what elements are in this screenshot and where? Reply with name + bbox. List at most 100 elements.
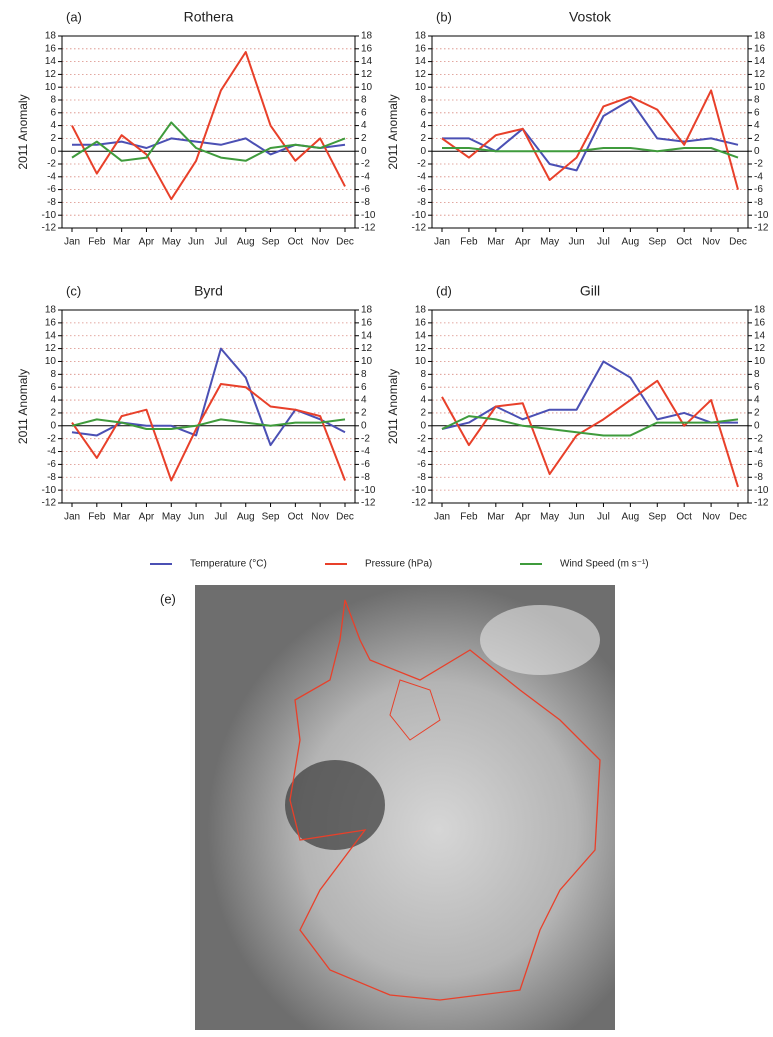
y-tick-label: 14 [45, 330, 57, 341]
x-tick-label: Jun [568, 512, 584, 523]
y2-tick-label: -12 [754, 498, 769, 509]
image-label: (e) [160, 591, 176, 606]
y2-tick-label: -8 [361, 197, 370, 208]
x-tick-label: May [540, 237, 559, 248]
x-tick-label: Jul [597, 512, 610, 523]
y2-tick-label: 6 [754, 107, 760, 118]
y2-tick-label: 6 [754, 382, 760, 393]
series-line [71, 121, 346, 162]
x-tick-label: Oct [676, 237, 692, 248]
y-tick-label: -2 [47, 159, 56, 170]
y-tick-label: -2 [417, 159, 426, 170]
y-tick-label: 16 [415, 43, 427, 54]
y2-tick-label: 4 [754, 395, 760, 406]
y2-tick-label: 8 [754, 95, 760, 106]
x-tick-label: Mar [487, 237, 505, 248]
panel-label: (d) [436, 283, 452, 298]
series-line [441, 379, 739, 488]
y-tick-label: 2 [50, 408, 56, 419]
satellite-image [195, 585, 615, 1030]
y2-tick-label: 0 [754, 420, 760, 431]
y-tick-label: -8 [47, 472, 56, 483]
y2-tick-label: 14 [361, 330, 373, 341]
y-tick-label: -8 [417, 472, 426, 483]
line-chart: (c) Byrd 2011 Anomaly -12 -12 -10 -10 -8 -8 -6 -6 -… [16, 283, 376, 523]
y-tick-label: 10 [415, 356, 427, 367]
series-line [441, 360, 738, 430]
y-tick-label: 18 [415, 31, 427, 42]
x-tick-label: Nov [702, 512, 720, 523]
y-tick-label: 4 [50, 120, 56, 131]
y2-tick-label: -10 [361, 210, 376, 221]
x-tick-label: Sep [648, 512, 666, 523]
panel-label: (a) [66, 9, 82, 24]
series-line [441, 89, 739, 190]
y-tick-label: 18 [45, 305, 57, 316]
y2-tick-label: 14 [754, 330, 766, 341]
y2-tick-label: 12 [361, 69, 373, 80]
y2-tick-label: 16 [361, 318, 373, 329]
y2-tick-label: 2 [361, 133, 367, 144]
y-tick-label: 2 [420, 133, 426, 144]
x-tick-label: Oct [288, 237, 304, 248]
x-tick-label: Sep [262, 512, 280, 523]
y2-tick-label: -4 [361, 171, 370, 182]
x-tick-label: Jul [215, 512, 228, 523]
y-tick-label: 8 [50, 369, 56, 380]
y2-tick-label: 18 [754, 305, 766, 316]
series-line [71, 418, 346, 431]
y2-tick-label: 4 [361, 120, 367, 131]
y2-tick-label: -2 [361, 433, 370, 444]
chart-title: Rothera [184, 9, 234, 25]
x-tick-label: Jul [597, 237, 610, 248]
y-tick-label: -12 [42, 223, 57, 234]
y2-tick-label: 16 [754, 318, 766, 329]
y-tick-label: -12 [42, 498, 57, 509]
x-tick-label: Jan [434, 237, 450, 248]
y-tick-label: -2 [417, 433, 426, 444]
y-tick-label: 16 [45, 318, 57, 329]
y-tick-label: 14 [415, 56, 427, 67]
plot-frame [61, 35, 356, 229]
x-tick-label: Dec [729, 512, 747, 523]
series-line [71, 382, 346, 482]
y-tick-label: -10 [42, 485, 57, 496]
y-tick-label: -8 [417, 197, 426, 208]
y2-tick-label: -8 [754, 197, 763, 208]
x-tick-label: Dec [336, 237, 354, 248]
y2-tick-label: -4 [361, 446, 370, 457]
y-tick-label: -8 [47, 197, 56, 208]
x-tick-label: Feb [460, 512, 478, 523]
y-tick-label: -10 [42, 210, 57, 221]
x-tick-label: Aug [621, 237, 639, 248]
chart-title: Gill [580, 283, 600, 299]
chart-title: Vostok [569, 9, 612, 25]
series-line [71, 51, 346, 201]
y-tick-label: -6 [47, 459, 56, 470]
y-tick-label: 8 [50, 95, 56, 106]
x-tick-label: Oct [676, 512, 692, 523]
y2-tick-label: -8 [361, 472, 370, 483]
x-tick-label: Nov [311, 237, 329, 248]
y-tick-label: 6 [50, 107, 56, 118]
panel-label: (c) [66, 283, 81, 298]
x-tick-label: Aug [237, 237, 255, 248]
y-tick-label: -6 [47, 184, 56, 195]
y-tick-label: 0 [420, 146, 426, 157]
y2-tick-label: -6 [361, 184, 370, 195]
y2-tick-label: 14 [361, 56, 373, 67]
x-tick-label: Oct [288, 512, 304, 523]
y2-tick-label: 6 [361, 382, 367, 393]
y2-tick-label: -2 [754, 159, 763, 170]
y-tick-label: 4 [420, 395, 426, 406]
y-tick-label: 14 [415, 330, 427, 341]
y2-tick-label: 2 [754, 133, 760, 144]
line-chart: (b) Vostok 2011 Anomaly -12 -12 -10 -10 -8 -8 -6 -… [386, 9, 769, 248]
x-tick-label: Nov [702, 237, 720, 248]
y-tick-label: -12 [412, 223, 427, 234]
y2-tick-label: -10 [361, 485, 376, 496]
y-tick-label: 12 [45, 69, 57, 80]
y2-tick-label: -4 [754, 171, 763, 182]
y-tick-label: 10 [45, 356, 57, 367]
